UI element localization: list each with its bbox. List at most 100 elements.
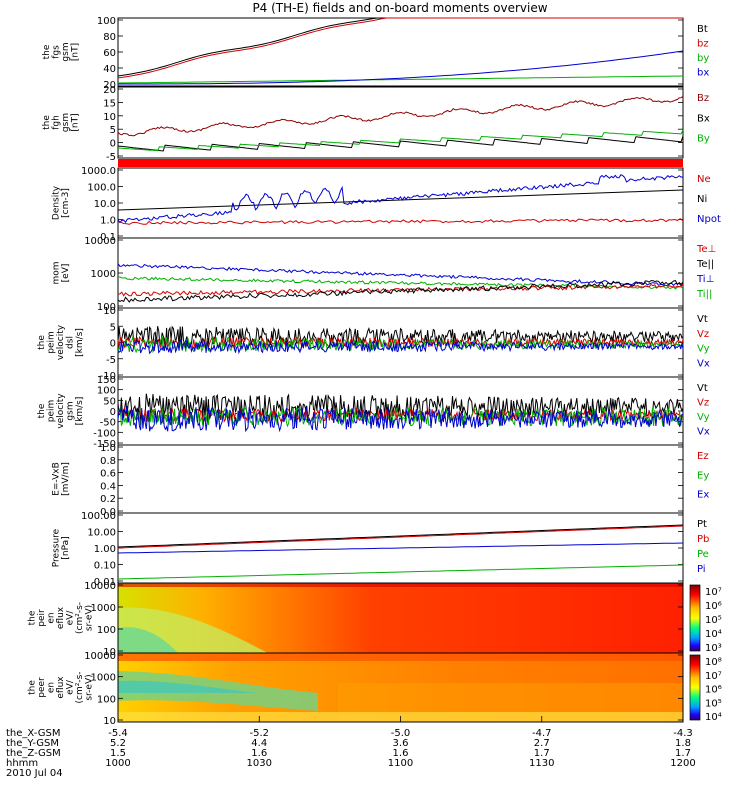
panel-frame xyxy=(117,86,684,159)
y-axis-label-line: the xyxy=(28,680,38,695)
y-axis-label-line: eV/ xyxy=(66,610,76,626)
y-tick-label: 0 xyxy=(110,407,116,418)
y-tick-label: 0.01 xyxy=(94,577,116,588)
legend-bz: bz xyxy=(697,39,709,50)
series-by xyxy=(117,75,684,84)
panel-pressure: 100.00 10.00 1.00 0.10 0.01 Pressure [nPa] Pt Pb… xyxy=(51,511,709,588)
colorbar-label: 10⁵ xyxy=(705,698,722,709)
series-bz xyxy=(117,17,683,79)
y-axis-label-line: the xyxy=(28,610,38,625)
y-tick-label: 10.00 xyxy=(87,528,116,539)
y-tick-label: 10 xyxy=(103,112,116,123)
legend-Ti||: Ti|| xyxy=(696,289,712,300)
x-tick-label: -4.3 xyxy=(673,728,693,739)
series-Vy-gsm xyxy=(117,406,684,428)
x-tick-label: 2.7 xyxy=(534,738,550,749)
colorbar-label: 10³ xyxy=(705,643,722,654)
y-axis-label-line: Pressure xyxy=(51,528,61,567)
y-tick-label: 100 xyxy=(97,302,116,313)
legend-Pb: Pb xyxy=(697,534,709,545)
x-tick-label: 1200 xyxy=(670,758,695,769)
y-axis-label-line: [mV/m] xyxy=(61,462,71,496)
y-tick-label: 100.0 xyxy=(87,183,116,194)
y-axis-label: Density [cm-3] xyxy=(51,185,71,220)
x-tick-label: -5.4 xyxy=(108,728,128,739)
legend-By: By xyxy=(697,134,710,145)
y-tick-label: 100 xyxy=(97,694,116,705)
y-axis-label-line: gsm xyxy=(61,42,71,61)
legend-Ex: Ex xyxy=(697,490,709,501)
series-Pt xyxy=(117,524,684,548)
y-tick-label: 0 xyxy=(110,139,116,150)
spectro-band xyxy=(118,627,178,653)
y-tick-label: 0.2 xyxy=(100,494,116,505)
y-tick-label: 10 xyxy=(103,306,116,317)
legend-by: by xyxy=(697,53,709,64)
legend-Pi: Pi xyxy=(697,564,706,575)
y-axis-label-line: peer xyxy=(37,677,47,698)
y-axis-label-line: peim xyxy=(47,331,57,354)
x-tick-label: 1.6 xyxy=(251,748,267,759)
x-tick-label: 1.5 xyxy=(110,748,126,759)
x-tick-label: 1130 xyxy=(529,758,554,769)
series-Npot xyxy=(117,174,684,224)
series-Bz xyxy=(117,95,684,137)
y-axis-label-line: eV/ xyxy=(66,679,76,695)
colorbar-peir xyxy=(689,584,701,652)
x-tick-label: 3.6 xyxy=(393,738,409,749)
colorbar-label: 10⁴ xyxy=(705,629,722,640)
y-tick-label: 1000 xyxy=(91,603,116,614)
y-axis-label-line: E=-VxB xyxy=(51,462,61,496)
y-tick-label: 10 xyxy=(103,716,116,727)
x-tick-label: 1030 xyxy=(247,758,272,769)
legend-Bz: Bz xyxy=(697,93,709,104)
legend-Vz: Vz xyxy=(697,329,709,340)
x-tick-label: 1100 xyxy=(388,758,413,769)
x-axis-row-label: the_Y-GSM xyxy=(6,738,59,749)
x-tick-label: -5.0 xyxy=(391,728,411,739)
y-axis-label-line: velocity xyxy=(56,324,66,360)
series-Vz-gsm xyxy=(117,406,684,423)
y-tick-label: 1.00 xyxy=(94,544,116,555)
panel-peir: 10⁷ 10⁶ 10⁵ 10⁴ 10³ 10000 1000 100 10 the peir en ef… xyxy=(28,581,722,658)
y-tick-label: 10000 xyxy=(84,581,116,592)
y-tick-label: 50 xyxy=(103,396,116,407)
x-tick-label: 1000 xyxy=(105,758,130,769)
y-axis-label-line: mom xyxy=(51,261,61,284)
y-tick-label: 1.0 xyxy=(100,216,116,227)
y-tick-label: -5 xyxy=(106,355,116,366)
colorbar-label: 10⁷ xyxy=(705,671,722,682)
y-tick-label: 1000.0 xyxy=(81,166,116,177)
y-tick-label: -5 xyxy=(106,152,116,163)
legend-Ni: Ni xyxy=(697,194,707,205)
y-axis-label-line: [km/s] xyxy=(75,397,85,426)
legend-Te⊥: Te⊥ xyxy=(696,244,716,255)
legend-Npot: Npot xyxy=(697,214,721,225)
series-Vx-gsm xyxy=(117,406,684,433)
series-Bt xyxy=(117,17,683,77)
legend-bx: bx xyxy=(697,68,709,79)
y-axis-label-line: the xyxy=(37,335,47,350)
y-tick-label: 100 xyxy=(97,16,116,27)
legend-Vx: Vx xyxy=(697,427,710,438)
series-Tepar xyxy=(117,280,684,303)
series-bx xyxy=(118,50,684,85)
series-Ne xyxy=(117,218,684,225)
y-axis-label-line: gsm xyxy=(66,401,76,420)
panel-fgh: 20 15 10 5 0 -5 the fgh gsm [nT] Bz Bx By xyxy=(42,85,710,163)
panel-efield: 1.0 0.8 0.60.4 0.2 0.0 E=-VxB [mV/m] Ez Ey Ex xyxy=(51,443,709,518)
y-tick-label: 0.0 xyxy=(100,507,116,518)
y-axis-label-line: eflux xyxy=(56,676,66,699)
panel-density: 1000.0 100.0 10.0 1.0 0.1 Density [cm-3] Ne Ni Np… xyxy=(51,166,721,243)
y-axis-label: the peir en eflux eV/(cm²-s-sr-eV) xyxy=(28,602,95,634)
y-axis-label-line: en xyxy=(47,682,57,693)
panel-frame xyxy=(117,444,684,514)
y-axis-label: E=-VxB [mV/m] xyxy=(51,462,71,496)
series-Ni xyxy=(117,189,684,211)
legend-Ti⊥: Ti⊥ xyxy=(696,274,714,285)
y-tick-label: 1.0 xyxy=(100,443,116,454)
y-axis-label-line: velocity xyxy=(56,393,66,429)
colorbar-label: 10⁴ xyxy=(705,712,722,723)
